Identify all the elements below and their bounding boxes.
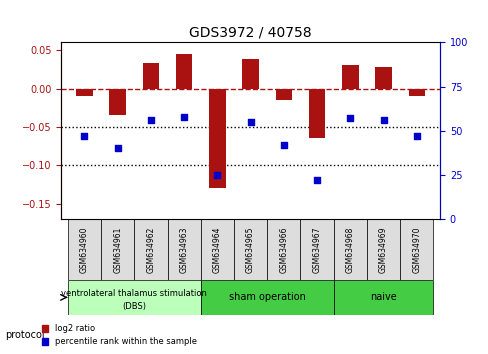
- Title: GDS3972 / 40758: GDS3972 / 40758: [189, 26, 311, 40]
- Text: GSM634967: GSM634967: [312, 226, 321, 273]
- Text: GSM634961: GSM634961: [113, 226, 122, 273]
- Text: GSM634960: GSM634960: [80, 226, 89, 273]
- FancyBboxPatch shape: [333, 219, 366, 280]
- Text: (DBS): (DBS): [122, 302, 146, 311]
- Text: GSM634965: GSM634965: [245, 226, 255, 273]
- Bar: [76, 88, 93, 96]
- Point: [114, 145, 122, 151]
- FancyBboxPatch shape: [201, 280, 333, 315]
- FancyBboxPatch shape: [266, 219, 300, 280]
- Point: [213, 172, 221, 178]
- FancyBboxPatch shape: [201, 219, 234, 280]
- Text: GSM634962: GSM634962: [146, 226, 155, 273]
- Text: GSM634964: GSM634964: [212, 226, 222, 273]
- Bar: [275, 88, 291, 100]
- Point: [180, 114, 188, 120]
- Point: [147, 118, 155, 123]
- Text: GSM634963: GSM634963: [179, 226, 188, 273]
- FancyBboxPatch shape: [366, 219, 399, 280]
- Text: GSM634969: GSM634969: [378, 226, 387, 273]
- FancyBboxPatch shape: [101, 219, 134, 280]
- Point: [246, 119, 254, 125]
- Bar: [176, 54, 192, 88]
- FancyBboxPatch shape: [68, 219, 101, 280]
- Point: [279, 142, 287, 148]
- Bar: [341, 65, 358, 88]
- Text: sham operation: sham operation: [228, 292, 305, 302]
- Point: [379, 118, 386, 123]
- Point: [346, 116, 353, 121]
- Bar: [109, 88, 126, 115]
- Legend: log2 ratio, percentile rank within the sample: log2 ratio, percentile rank within the s…: [39, 321, 200, 350]
- Point: [312, 177, 320, 183]
- FancyBboxPatch shape: [134, 219, 167, 280]
- FancyBboxPatch shape: [167, 219, 201, 280]
- Bar: [407, 88, 424, 96]
- FancyBboxPatch shape: [68, 280, 201, 315]
- Text: GSM634968: GSM634968: [345, 226, 354, 273]
- Bar: [209, 88, 225, 188]
- Text: ventrolateral thalamus stimulation: ventrolateral thalamus stimulation: [61, 289, 207, 298]
- Point: [412, 133, 420, 139]
- Bar: [142, 63, 159, 88]
- FancyBboxPatch shape: [234, 219, 266, 280]
- FancyBboxPatch shape: [399, 219, 432, 280]
- Bar: [374, 67, 391, 88]
- Point: [81, 133, 88, 139]
- Bar: [308, 88, 325, 138]
- FancyBboxPatch shape: [333, 280, 432, 315]
- Text: naive: naive: [369, 292, 396, 302]
- FancyBboxPatch shape: [300, 219, 333, 280]
- Text: GSM634966: GSM634966: [279, 226, 288, 273]
- Text: GSM634970: GSM634970: [411, 226, 421, 273]
- Text: protocol: protocol: [5, 330, 44, 339]
- Bar: [242, 59, 258, 88]
